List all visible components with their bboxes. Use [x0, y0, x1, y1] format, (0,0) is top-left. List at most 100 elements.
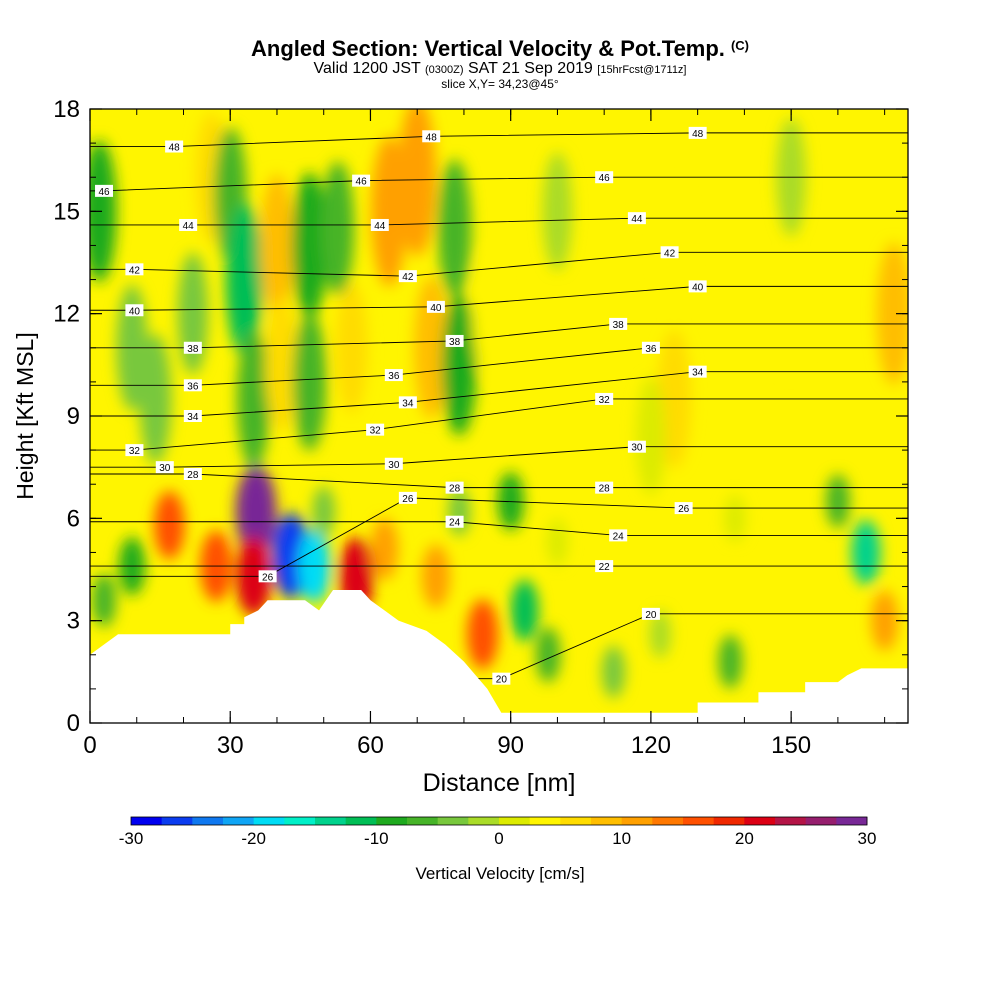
colorbar-segment [407, 817, 439, 825]
isentrope-label: 34 [398, 396, 417, 409]
colorbar-segment [223, 817, 255, 825]
colorbar-segment [621, 817, 653, 825]
svg-text:38: 38 [449, 337, 461, 348]
isentrope-label: 42 [398, 270, 417, 283]
svg-text:46: 46 [599, 173, 611, 184]
y-axis-label: Height [Kft MSL] [12, 332, 38, 499]
x-tick-label: 0 [83, 732, 96, 759]
svg-text:30: 30 [159, 463, 171, 474]
velocity-cell [259, 174, 295, 317]
colorbar-segment [161, 817, 193, 825]
svg-text:20: 20 [496, 675, 508, 686]
velocity-cell [437, 159, 472, 298]
colorbar-segment [315, 817, 347, 825]
isentrope-labels: 46 48 44 42 40 38 36 34 32 30 28 26 48 46 44 42 40 38 36 34… [95, 126, 707, 686]
colorbar-segment [345, 817, 377, 825]
colorbar-label: Vertical Velocity [cm/s] [415, 864, 585, 883]
velocity-cell [724, 494, 746, 542]
svg-text:46: 46 [98, 187, 110, 198]
isentrope-label: 28 [183, 467, 202, 481]
colorbar-segment [376, 817, 408, 825]
velocity-cell [467, 599, 499, 670]
velocity-cell [90, 140, 117, 283]
svg-text:42: 42 [402, 272, 414, 283]
svg-text:26: 26 [262, 572, 274, 583]
velocity-cell [649, 610, 671, 658]
svg-text:44: 44 [631, 214, 643, 225]
chart-subtitle: Valid 1200 JST (0300Z) SAT 21 Sep 2019 [… [313, 60, 687, 77]
velocity-cell [265, 297, 299, 432]
colorbar-tick-label: -20 [241, 829, 266, 848]
isentrope-label: 34 [688, 365, 707, 379]
colorbar-segment [713, 817, 745, 825]
svg-text:28: 28 [599, 484, 611, 495]
svg-text:36: 36 [187, 381, 199, 392]
svg-text:24: 24 [449, 518, 461, 529]
isentrope-line [90, 521, 908, 536]
title-block: Angled Section: Vertical Velocity & Pot.… [0, 0, 1000, 100]
velocity-cell [139, 333, 172, 464]
terrain [90, 589, 908, 723]
velocity-cell [851, 520, 881, 585]
isentrope-label: 36 [641, 341, 660, 355]
velocity-cell [398, 109, 436, 257]
velocity-cell [292, 172, 328, 319]
y-tick-label: 12 [53, 301, 80, 328]
colorbar-tick-label: -10 [364, 829, 389, 848]
velocity-cell [542, 152, 573, 271]
svg-text:36: 36 [645, 344, 657, 355]
y-tick-label: 3 [67, 608, 80, 635]
colorbar-segment [468, 817, 500, 825]
isentrope-label: 38 [183, 341, 202, 355]
svg-text:48: 48 [426, 132, 438, 143]
svg-text:34: 34 [187, 412, 199, 423]
colorbar-tick-label: 0 [494, 829, 503, 848]
x-tick-label: 60 [357, 732, 384, 759]
isentrope-label: 42 [660, 246, 679, 259]
svg-text:40: 40 [692, 282, 704, 293]
svg-text:34: 34 [402, 398, 414, 409]
colorbar-segment [775, 817, 807, 825]
colorbar-tick-label: -30 [119, 829, 144, 848]
svg-text:44: 44 [183, 221, 195, 232]
svg-text:20: 20 [645, 610, 657, 621]
velocity-cell [442, 293, 477, 436]
svg-text:24: 24 [613, 531, 625, 542]
svg-text:28: 28 [449, 484, 461, 495]
isentrope-label: 48 [688, 126, 707, 140]
svg-text:28: 28 [187, 470, 199, 481]
velocity-cell [718, 634, 743, 689]
isentrope-label: 24 [445, 515, 464, 529]
velocity-cell [421, 544, 451, 608]
isentrope-label: 40 [688, 280, 707, 293]
svg-text:22: 22 [599, 562, 611, 573]
isentrope-label: 44 [370, 218, 389, 232]
x-tick-label: 90 [497, 732, 524, 759]
velocity-cell [472, 252, 503, 375]
svg-text:32: 32 [370, 426, 382, 437]
colorbar-tick-label: 20 [735, 829, 754, 848]
velocity-cell [775, 252, 807, 375]
isentrope-label: 30 [155, 461, 174, 474]
isentrope-label: 44 [627, 212, 646, 225]
colorbar-segment [529, 817, 561, 825]
forecast-info: [15hrFcst@1711z] [597, 64, 687, 76]
isentrope-label: 34 [183, 410, 202, 423]
colorbar-segment [192, 817, 224, 825]
isentrope-label: 28 [445, 481, 464, 495]
colorbar-tick-label: 10 [612, 829, 631, 848]
isentrope-label: 44 [179, 218, 198, 232]
svg-text:32: 32 [129, 446, 141, 457]
isentrope-label: 46 [352, 174, 371, 188]
colorbar-segment [253, 817, 285, 825]
x-tick-label: 150 [771, 732, 811, 759]
velocity-cell [601, 645, 626, 698]
colorbar-segment [683, 817, 715, 825]
colorbar-segment [560, 817, 592, 825]
valid-zulu: (0300Z) [424, 64, 464, 76]
isentrope-label: 28 [595, 481, 614, 495]
isentrope-label: 26 [398, 491, 417, 505]
svg-text:26: 26 [678, 504, 690, 515]
svg-text:34: 34 [692, 368, 704, 379]
